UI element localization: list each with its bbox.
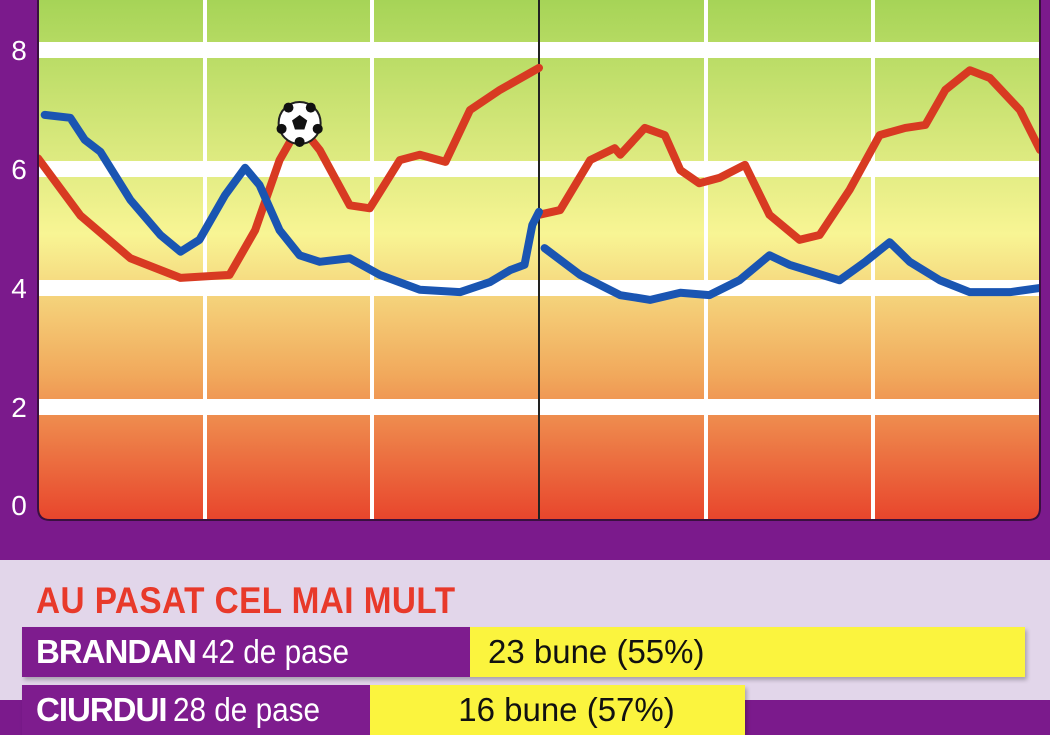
y-tick-label: 8 (11, 35, 27, 66)
y-tick-label: 4 (11, 273, 27, 304)
good-passes-bar: 16 bune (57%) (370, 685, 745, 735)
pass-row: BRANDAN 42 de pase 23 bune (55%) (22, 627, 1025, 677)
ball-patch (276, 123, 287, 134)
ball-patch (312, 123, 323, 134)
player-name: BRANDAN (36, 633, 197, 670)
good-passes-bar: 23 bune (55%) (470, 627, 1025, 677)
ball-patch (294, 136, 305, 147)
plot-border (37, 0, 1041, 521)
y-tick-label: 0 (11, 490, 27, 521)
y-tick-label: 2 (11, 392, 27, 423)
soccer-ball-icon (276, 100, 323, 147)
series-line-red (535, 66, 1040, 244)
pass-row: CIURDUI 28 de pase 16 bune (57%) (22, 685, 745, 735)
pass-total: 42 de pase (201, 633, 349, 670)
ball-patch (305, 102, 316, 113)
player-rating-chart: 0 2 4 6 8 (11, 0, 1041, 521)
y-tick-label: 6 (11, 154, 27, 185)
ball-patch (292, 114, 308, 130)
passes-panel: AU PASAT CEL MAI MULT BRANDAN 42 de pase … (0, 560, 1050, 735)
series-line-red (38, 63, 543, 282)
series-line-blue (40, 110, 543, 297)
player-name: CIURDUI (36, 691, 167, 728)
passes-title: AU PASAT CEL MAI MULT (36, 580, 456, 621)
pass-total: 28 de pase (172, 691, 320, 728)
series-line-blue (540, 238, 1040, 304)
ball-patch (283, 102, 294, 113)
